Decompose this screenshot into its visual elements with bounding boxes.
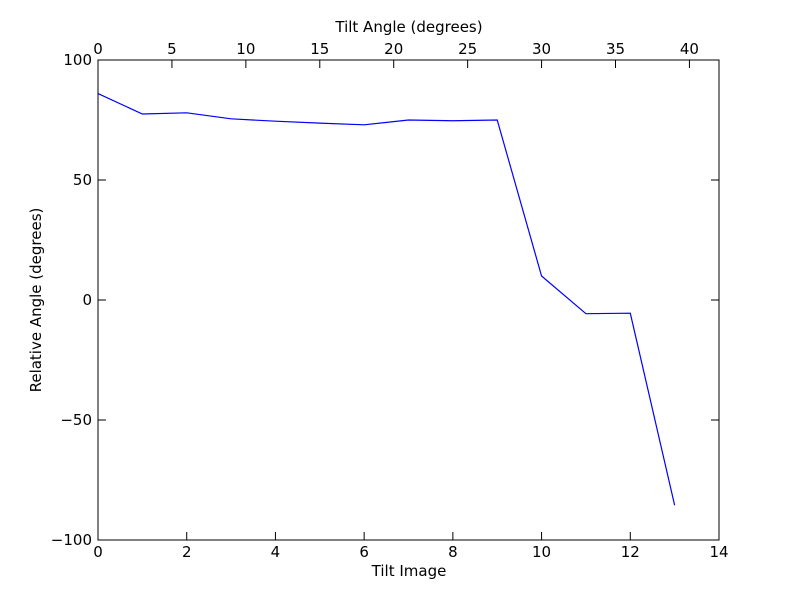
top-x-tick-label: 20 [384,40,403,58]
x-tick-label: 2 [182,543,192,561]
y-tick-label: 0 [82,291,92,309]
x-tick-label: 8 [448,543,458,561]
y-tick-label: −100 [51,531,92,549]
plot-frame [97,59,720,541]
top-x-tick-label: 35 [606,40,625,58]
top-x-tick-label: 10 [236,40,255,58]
x-tick-label: 10 [532,543,551,561]
y-tick-label: −50 [60,411,92,429]
top-x-tick-label: 40 [680,40,699,58]
plot-layer [97,93,676,506]
series-line-0 [97,93,676,506]
x-tick-label: 6 [359,543,369,561]
y-tick-label: 50 [73,171,92,189]
x-tick-label: 14 [709,543,728,561]
top-x-tick-label: 0 [93,40,103,58]
top-x-tick-label: 30 [532,40,551,58]
x-tick-label: 4 [271,543,281,561]
y-axis-label: Relative Angle (degrees) [27,208,45,393]
top-x-tick-label: 25 [458,40,477,58]
ticks-layer: 0 2 4 6 8 10 12 14 0 5 10 15 20 25 30 35 40 −100 −50 0 50 100 [51,40,729,561]
x-tick-label: 12 [621,543,640,561]
top-x-tick-label: 15 [310,40,329,58]
x-tick-label: 0 [93,543,103,561]
top-x-tick-label: 5 [167,40,177,58]
y-tick-label: 100 [63,51,92,69]
x-axis-label: Tilt Image [371,562,447,580]
top-axis-label: Tilt Angle (degrees) [334,18,482,36]
